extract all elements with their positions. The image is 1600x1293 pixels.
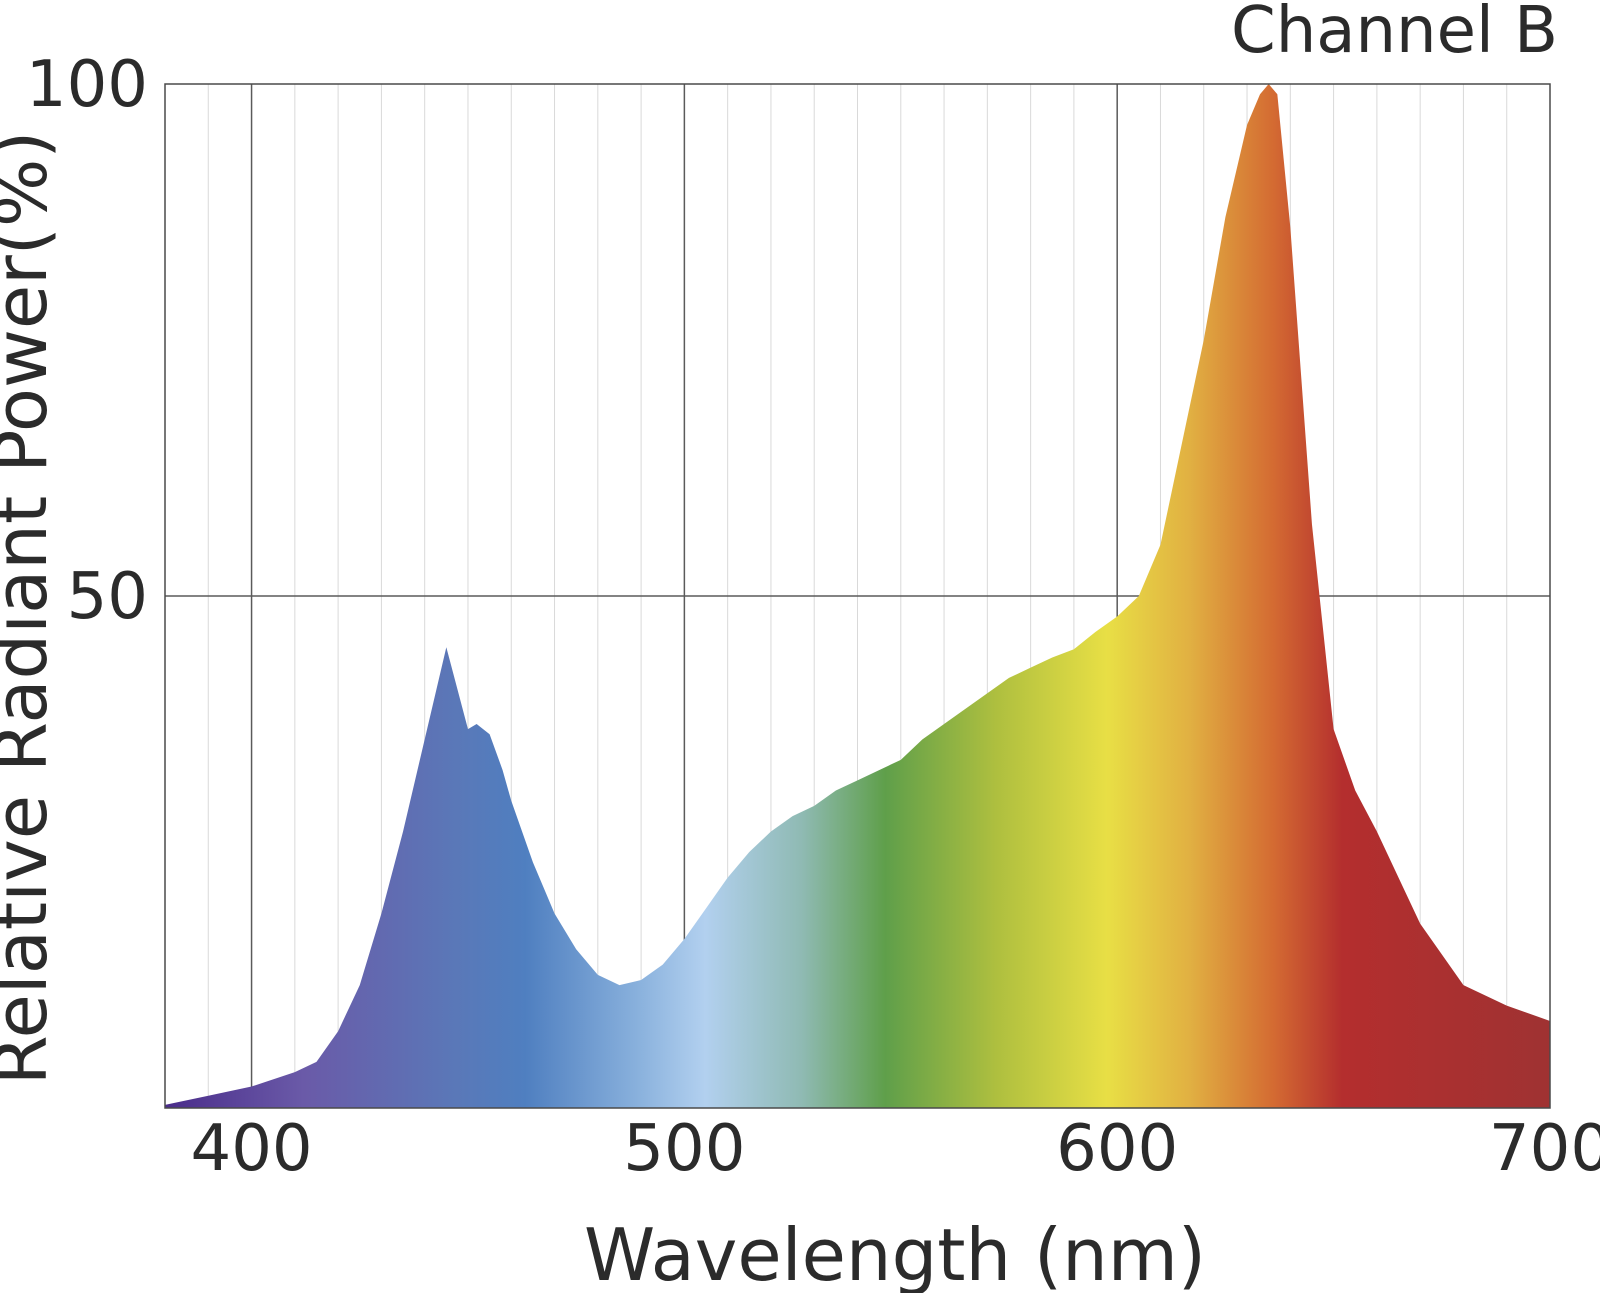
x-tick-label: 400: [190, 1112, 312, 1186]
y-axis-label: Relative Radiant Power(%): [0, 131, 63, 1086]
spectrum-area-group: [165, 84, 1550, 1108]
x-axis-label: Wavelength (nm): [584, 1213, 1206, 1293]
x-tick-label: 700: [1489, 1112, 1600, 1186]
x-tick-label: 600: [1056, 1112, 1178, 1186]
plot-frame: [164, 83, 1551, 1109]
tick-labels: 400 500 600 700 50 100: [26, 48, 1600, 1186]
y-tick-label: 50: [67, 560, 148, 634]
spectrum-area: [165, 84, 1550, 1108]
y-tick-label: 100: [26, 48, 148, 122]
plot-border: [164, 83, 1551, 1109]
chart-title: Channel B: [1231, 0, 1558, 68]
x-tick-label: 500: [623, 1112, 745, 1186]
